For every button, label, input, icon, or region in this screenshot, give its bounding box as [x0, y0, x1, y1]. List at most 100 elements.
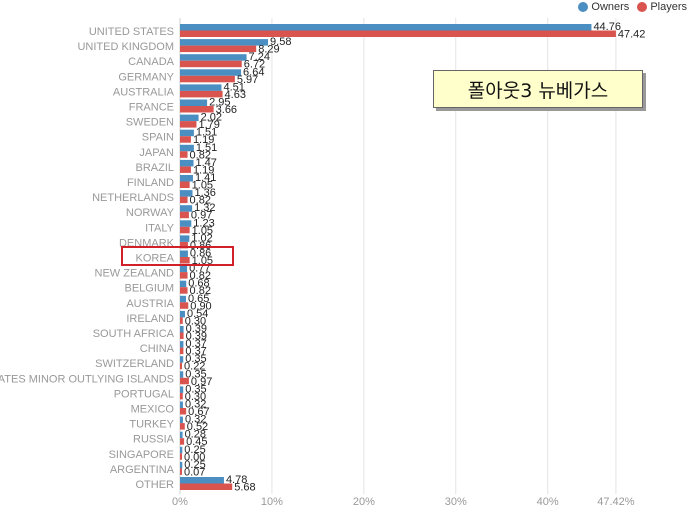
players-value-label: 5.97 — [237, 74, 258, 86]
players-bar — [180, 136, 191, 143]
owners-value-label: 0.28 — [185, 429, 206, 441]
players-dot-icon — [637, 2, 648, 12]
players-bar — [180, 106, 214, 113]
legend: Owners Players — [574, 1, 687, 13]
players-bar — [180, 453, 182, 460]
category-label: CANADA — [128, 56, 175, 68]
players-value-label: 5.68 — [234, 482, 255, 494]
legend-item-players[interactable]: Players — [637, 1, 687, 13]
players-bar — [180, 287, 188, 294]
owners-value-label: 1.23 — [193, 217, 214, 229]
owners-bar — [180, 54, 247, 61]
owners-bar — [180, 250, 188, 257]
owners-bar — [180, 386, 184, 393]
players-bar — [180, 317, 183, 324]
owners-value-label: 2.02 — [201, 112, 222, 124]
players-value-label: 0.97 — [191, 210, 212, 222]
owners-value-label: 1.47 — [196, 157, 217, 169]
category-label: SWEDEN — [126, 117, 174, 129]
players-bar — [180, 90, 223, 98]
category-label: UNITED STATES MINOR OUTLYING ISLANDS — [0, 373, 174, 385]
owners-value-label: 0.25 — [184, 444, 205, 456]
players-value-label: 0.82 — [190, 195, 211, 207]
players-value-label: 0.52 — [187, 421, 208, 433]
legend-players-label: Players — [650, 1, 687, 13]
owners-bar — [180, 326, 184, 333]
category-label: IRELAND — [126, 313, 174, 325]
x-tick-label: 0% — [172, 496, 188, 508]
players-value-label: 0.90 — [190, 300, 211, 312]
legend-item-owners[interactable]: Owners — [578, 1, 629, 13]
owners-bar — [180, 159, 194, 167]
owners-value-label: 4.78 — [226, 474, 247, 486]
owners-dot-icon — [578, 2, 589, 12]
players-bar — [180, 377, 189, 385]
owners-bar — [180, 69, 242, 76]
category-label: SOUTH AFRICA — [93, 328, 175, 340]
category-label: TURKEY — [129, 419, 174, 431]
players-bar — [180, 483, 233, 490]
category-label: SWITZERLAND — [95, 358, 174, 370]
players-bar — [180, 392, 183, 400]
players-value-label: 0.97 — [191, 376, 212, 388]
owners-bar — [180, 310, 185, 318]
category-label: PORTUGAL — [114, 388, 174, 400]
category-label: FRANCE — [129, 102, 174, 114]
players-bar — [180, 241, 188, 249]
players-value-label: 47.42 — [618, 29, 646, 41]
owners-bar — [180, 401, 183, 408]
players-value-label: 1.19 — [193, 164, 214, 176]
players-bar — [180, 423, 185, 430]
category-label: UNITED STATES — [89, 26, 174, 38]
players-bar — [180, 75, 235, 83]
owners-value-label: 0.35 — [185, 353, 206, 365]
players-bar — [180, 362, 183, 370]
players-value-label: 0.22 — [184, 361, 205, 373]
players-value-label: 1.05 — [192, 225, 213, 237]
owners-value-label: 0.65 — [188, 293, 209, 305]
players-bar — [180, 181, 190, 188]
x-tick-label: 30% — [445, 496, 467, 508]
owners-value-label: 1.51 — [196, 127, 217, 139]
category-label: NEW ZEALAND — [95, 268, 175, 280]
owners-bar — [180, 477, 224, 484]
owners-value-label: 1.51 — [196, 142, 217, 154]
owners-value-label: 0.32 — [185, 414, 206, 426]
owners-value-label: 0.39 — [186, 323, 207, 335]
owners-bar — [180, 371, 184, 378]
category-label: RUSSIA — [133, 434, 175, 446]
owners-value-label: 0.35 — [185, 368, 206, 380]
players-bar — [180, 60, 242, 68]
players-value-label: 1.05 — [192, 180, 213, 192]
x-tick-label: 40% — [537, 496, 559, 508]
players-bar — [180, 302, 189, 309]
x-tick-label: 10% — [261, 496, 283, 508]
players-bar — [180, 438, 185, 445]
owners-value-label: 1.41 — [195, 172, 216, 184]
players-value-label: 4.63 — [225, 89, 246, 101]
category-label: KOREA — [135, 253, 174, 265]
players-value-label: 0.82 — [190, 285, 211, 297]
players-bar — [180, 272, 188, 279]
category-label: GERMANY — [118, 71, 174, 83]
category-label: MEXICO — [131, 404, 175, 416]
owners-bar — [180, 341, 184, 348]
category-label: UNITED KINGDOM — [77, 41, 174, 53]
owners-bar — [180, 190, 193, 197]
owners-value-label: 2.95 — [209, 97, 230, 109]
players-bar — [180, 30, 616, 37]
players-bar — [180, 121, 197, 128]
owners-bar — [180, 24, 592, 31]
players-value-label: 3.66 — [216, 104, 237, 116]
players-value-label: 0.86 — [190, 240, 211, 252]
x-tick-label: 20% — [353, 496, 375, 508]
category-label: OTHER — [136, 479, 175, 491]
players-bar — [180, 226, 190, 234]
players-bar — [180, 468, 182, 475]
owners-value-label: 0.35 — [185, 383, 206, 395]
korea-highlight-box — [121, 246, 234, 266]
players-value-label: 1.19 — [193, 134, 214, 146]
owners-value-label: 0.32 — [185, 399, 206, 411]
owners-bar — [180, 144, 194, 152]
